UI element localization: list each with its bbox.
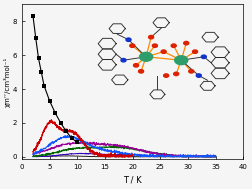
X-axis label: T / K: T / K — [123, 176, 142, 185]
Y-axis label: χm’’/cm³mol⁻¹: χm’’/cm³mol⁻¹ — [4, 57, 11, 107]
